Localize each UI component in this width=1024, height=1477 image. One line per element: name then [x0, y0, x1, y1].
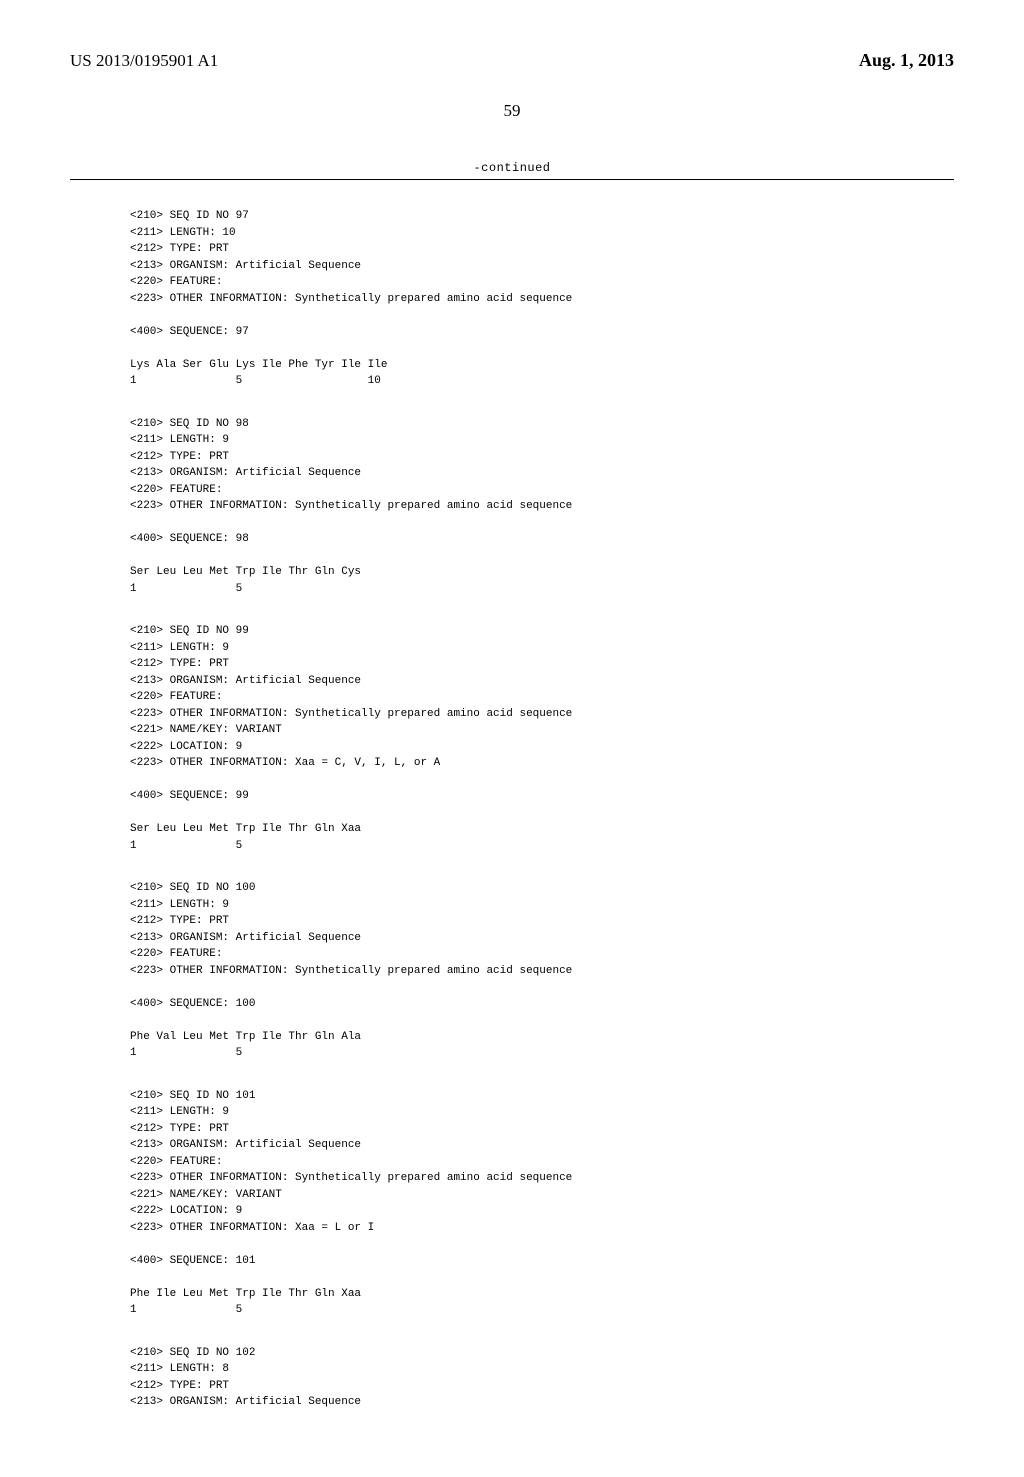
publication-date: Aug. 1, 2013	[859, 50, 954, 71]
block-gap	[70, 854, 954, 880]
sequence-block: <210> SEQ ID NO 102 <211> LENGTH: 8 <212…	[130, 1345, 954, 1411]
sequence-block: <210> SEQ ID NO 100 <211> LENGTH: 9 <212…	[130, 880, 954, 1062]
block-gap	[70, 1062, 954, 1088]
block-gap	[70, 597, 954, 623]
publication-id: US 2013/0195901 A1	[70, 51, 218, 71]
sequence-block: <210> SEQ ID NO 101 <211> LENGTH: 9 <212…	[130, 1088, 954, 1319]
block-gap	[70, 1319, 954, 1345]
sequence-block: <210> SEQ ID NO 97 <211> LENGTH: 10 <212…	[130, 208, 954, 390]
page-number: 59	[70, 101, 954, 121]
sequence-listing: <210> SEQ ID NO 97 <211> LENGTH: 10 <212…	[70, 208, 954, 1437]
block-gap	[70, 1411, 954, 1437]
sequence-block: <210> SEQ ID NO 99 <211> LENGTH: 9 <212>…	[130, 623, 954, 854]
block-gap	[70, 390, 954, 416]
continued-label: -continued	[70, 161, 954, 175]
rule-top	[70, 179, 954, 180]
sequence-block: <210> SEQ ID NO 98 <211> LENGTH: 9 <212>…	[130, 416, 954, 598]
page-header: US 2013/0195901 A1 Aug. 1, 2013	[70, 50, 954, 71]
patent-page: US 2013/0195901 A1 Aug. 1, 2013 59 -cont…	[0, 0, 1024, 1477]
